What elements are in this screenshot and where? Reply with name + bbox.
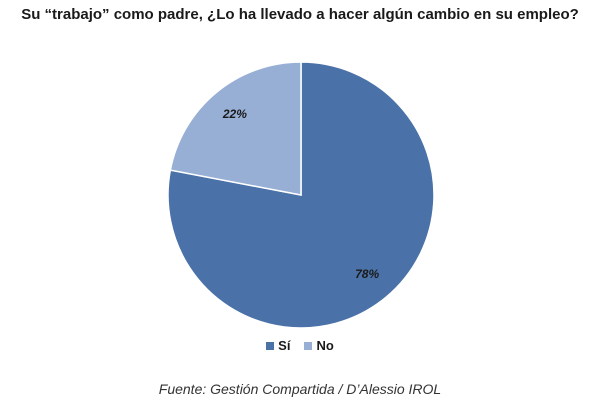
legend-item-si: Sí <box>266 338 290 353</box>
source-note: Fuente: Gestión Compartida / D’Alessio I… <box>158 381 442 397</box>
chart-title: Su “trabajo” como padre, ¿Lo ha llevado … <box>21 6 579 23</box>
legend-item-no: No <box>304 338 334 353</box>
legend-swatch-si <box>266 341 275 350</box>
legend-label-si: Sí <box>278 338 291 353</box>
legend: Sí No <box>0 338 600 353</box>
slice-no <box>169 61 302 196</box>
data-label-si: 78% <box>355 267 379 281</box>
data-label-no: 22% <box>222 107 247 121</box>
legend-label-no: No <box>316 338 334 353</box>
legend-swatch-no <box>304 341 313 350</box>
